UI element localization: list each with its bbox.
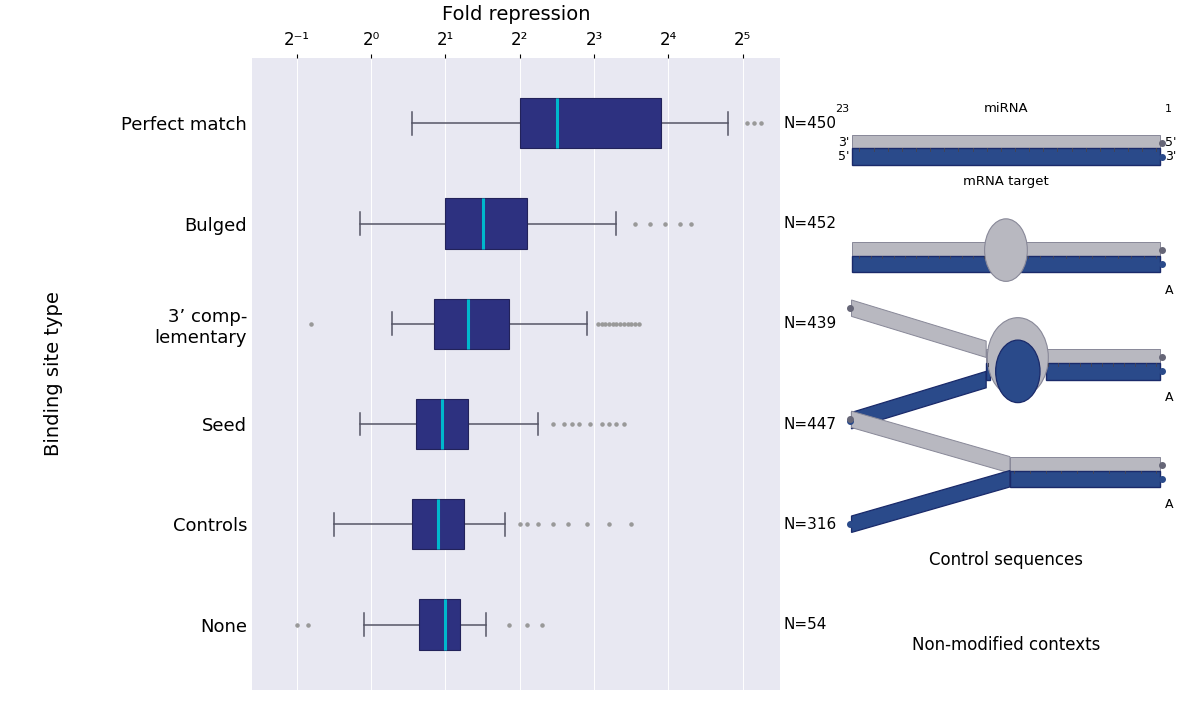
- PathPatch shape: [852, 242, 986, 258]
- Ellipse shape: [988, 318, 1049, 397]
- Bar: [434, 298, 509, 348]
- Text: Non-modified contexts: Non-modified contexts: [912, 637, 1100, 654]
- Bar: [419, 600, 461, 650]
- Bar: [412, 499, 464, 550]
- Text: 3': 3': [838, 136, 850, 150]
- Text: 3': 3': [1165, 150, 1176, 163]
- PathPatch shape: [852, 148, 1160, 165]
- Text: 23: 23: [835, 105, 850, 115]
- Text: A: A: [1165, 498, 1174, 511]
- Text: Control sequences: Control sequences: [929, 551, 1082, 569]
- Text: 1: 1: [1165, 105, 1172, 115]
- Polygon shape: [852, 300, 986, 357]
- Text: N=447: N=447: [784, 417, 836, 431]
- Text: miRNA: miRNA: [984, 102, 1028, 115]
- PathPatch shape: [1045, 363, 1160, 380]
- Polygon shape: [852, 470, 1010, 532]
- PathPatch shape: [1010, 457, 1160, 473]
- Polygon shape: [852, 411, 1010, 473]
- PathPatch shape: [986, 363, 990, 380]
- PathPatch shape: [1010, 470, 1160, 487]
- PathPatch shape: [1026, 242, 1160, 258]
- Ellipse shape: [984, 219, 1027, 282]
- Text: 5': 5': [1165, 136, 1177, 150]
- PathPatch shape: [852, 256, 1160, 272]
- Text: A: A: [1165, 284, 1174, 296]
- Text: A: A: [1165, 391, 1174, 404]
- Text: mRNA target: mRNA target: [964, 175, 1049, 188]
- PathPatch shape: [986, 349, 990, 366]
- Bar: [520, 98, 661, 148]
- Text: N=452: N=452: [784, 216, 836, 231]
- Ellipse shape: [996, 340, 1040, 403]
- Bar: [445, 198, 527, 248]
- Text: 5': 5': [838, 150, 850, 163]
- Text: N=316: N=316: [784, 517, 836, 531]
- X-axis label: Fold repression: Fold repression: [442, 5, 590, 24]
- Bar: [415, 399, 468, 449]
- Polygon shape: [852, 372, 986, 429]
- Text: N=450: N=450: [784, 115, 836, 131]
- Text: N=54: N=54: [784, 617, 827, 632]
- Text: N=439: N=439: [784, 317, 836, 331]
- Y-axis label: Binding site type: Binding site type: [44, 291, 64, 457]
- PathPatch shape: [1045, 349, 1160, 366]
- PathPatch shape: [852, 134, 1160, 151]
